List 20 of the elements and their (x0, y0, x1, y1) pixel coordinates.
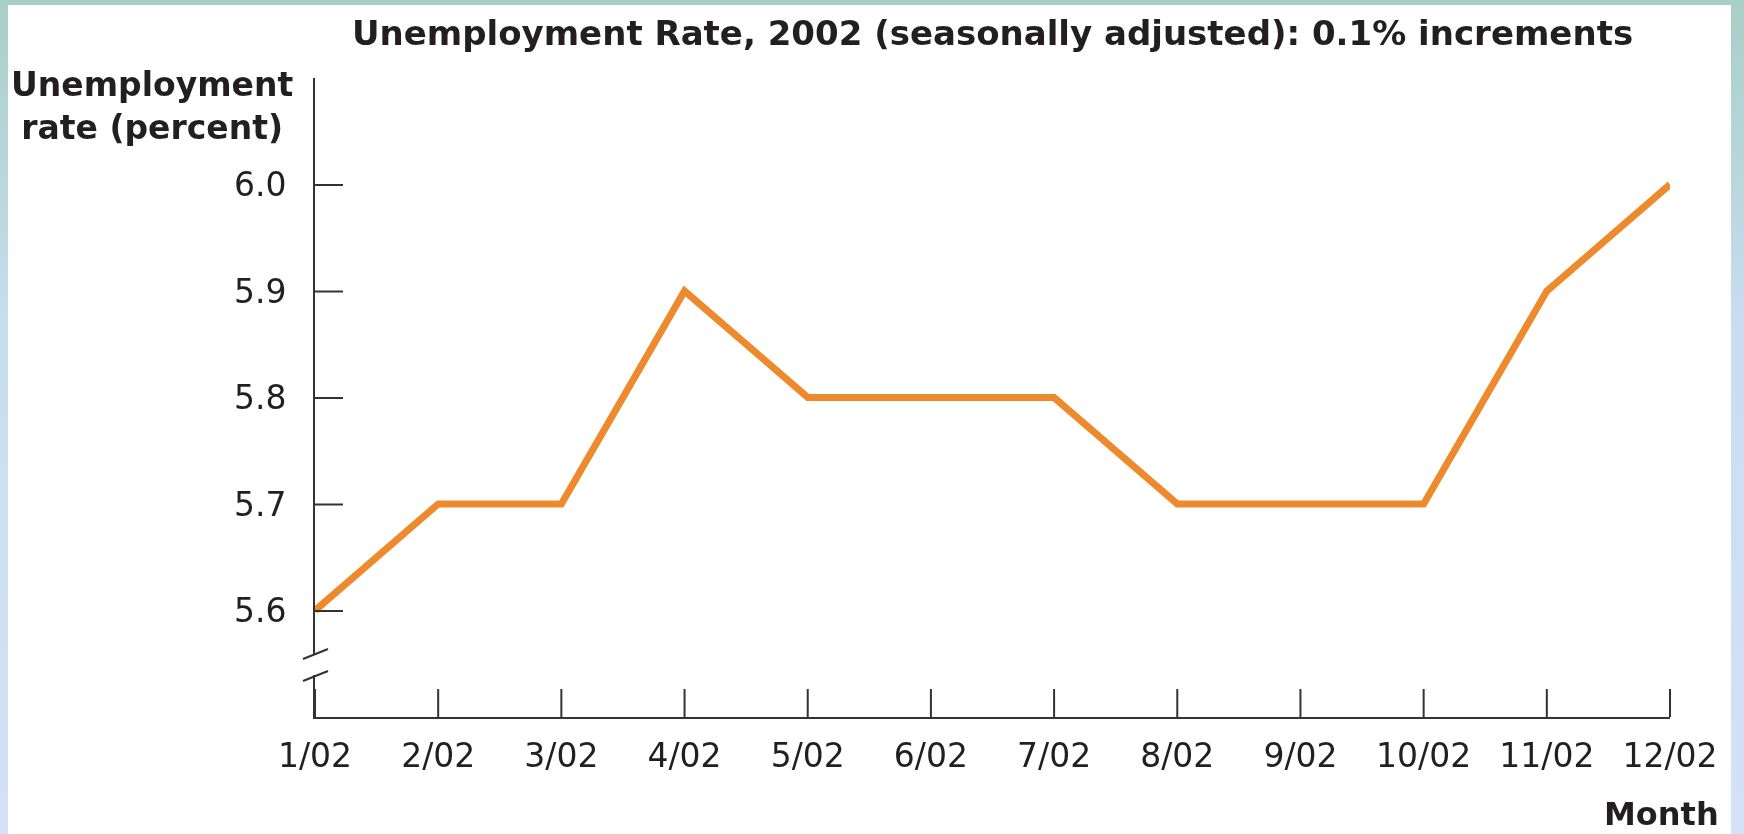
x-tick-label: 3/02 (524, 735, 599, 775)
x-tick-label: 11/02 (1499, 735, 1595, 775)
y-tick-label: 5.8 (233, 378, 287, 418)
x-tick-label: 10/02 (1376, 735, 1472, 775)
x-tick-label: 7/02 (1017, 735, 1092, 775)
x-axis-title: Month (1604, 795, 1719, 833)
x-tick-label: 2/02 (401, 735, 476, 775)
x-tick-label: 8/02 (1140, 735, 1215, 775)
y-tick-label: 5.6 (233, 591, 287, 631)
x-tick-label: 5/02 (770, 735, 845, 775)
x-tick-label: 12/02 (1622, 735, 1718, 775)
x-tick-label: 9/02 (1263, 735, 1338, 775)
y-axis-title: Unemployment rate (percent) (11, 65, 294, 147)
chart-title: Unemployment Rate, 2002 (seasonally adjusted): 0.1% increments (351, 13, 1634, 54)
x-tick-label: 4/02 (647, 735, 722, 775)
y-tick-label: 6.0 (233, 165, 287, 205)
y-tick-label: 5.9 (233, 271, 287, 311)
y-tick-label: 5.7 (233, 484, 287, 524)
x-tick-label: 6/02 (893, 735, 968, 775)
x-tick-label: 1/02 (277, 735, 353, 775)
